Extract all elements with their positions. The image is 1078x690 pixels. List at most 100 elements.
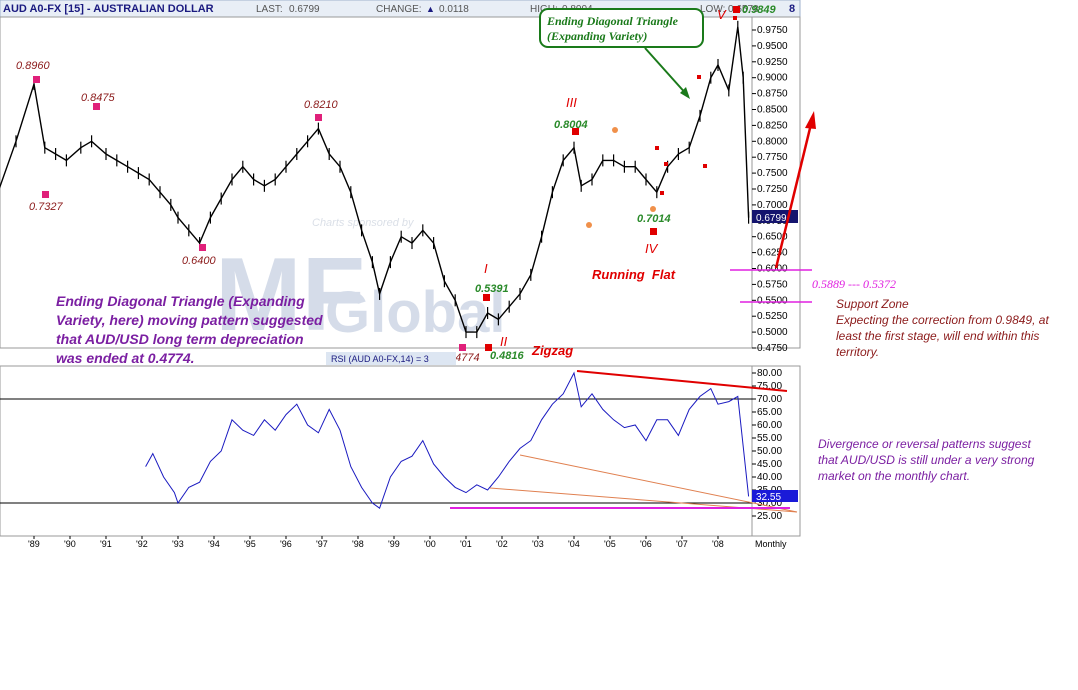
- rsi-ytick-label: 75.00: [757, 381, 782, 392]
- header-trailing: 8: [789, 3, 795, 15]
- support-zone-line3: least the first stage, will end within t…: [836, 329, 1039, 343]
- price-ytick-label: 0.7750: [757, 152, 788, 163]
- label-wave-IV: IV: [645, 241, 659, 256]
- rsi-series-line: [145, 371, 750, 509]
- x-tick-label: '05: [604, 539, 616, 549]
- marker-small-3: [664, 162, 668, 166]
- price-ytick-label: 0.4750: [757, 343, 788, 354]
- divergence-line1: Divergence or reversal patterns suggest: [818, 437, 1031, 451]
- marker-0.6400: [199, 244, 206, 251]
- price-ytick-label: 0.7500: [757, 168, 788, 179]
- header-last-value: 0.6799: [289, 4, 320, 15]
- marker-small-1: [655, 146, 659, 150]
- label-0.7327: 0.7327: [29, 201, 64, 213]
- support-zone-title: Support Zone: [836, 297, 909, 311]
- price-ytick-label: 0.9750: [757, 25, 788, 36]
- price-panel: [0, 16, 801, 349]
- x-tick-label: '91: [100, 539, 112, 549]
- label-0.9849: 0.9849: [742, 4, 777, 16]
- price-ytick-label: 0.5750: [757, 279, 788, 290]
- marker-0.4774: [459, 344, 466, 351]
- x-axis-ticks: '89 '90 '91 '92 '93 '94 '95 '96 '97 '98 '99 '00 '01 '…: [28, 536, 724, 549]
- x-tick-label: '03: [532, 539, 544, 549]
- marker-small-2: [660, 191, 664, 195]
- rsi-ytick-label: 50.00: [757, 446, 782, 457]
- orange-dot-2: [586, 222, 592, 228]
- price-ytick-label: 0.9000: [757, 73, 788, 84]
- rsi-ytick-label: 30.00: [757, 498, 782, 509]
- rsi-ytick-label: 80.00: [757, 368, 782, 379]
- ending-diagonal-line2: (Expanding Variety): [547, 29, 647, 43]
- header-change-value: 0.0118: [439, 4, 469, 15]
- label-wave-II: II: [500, 334, 508, 349]
- x-tick-label: '90: [64, 539, 76, 549]
- header-low-value: 0.6578: [728, 4, 759, 15]
- marker-0.8960: [33, 76, 40, 83]
- change-up-icon: ▲: [426, 4, 435, 14]
- label-0.6400: 0.6400: [182, 255, 217, 267]
- label-0.8004: 0.8004: [554, 119, 588, 131]
- rsi-last-label: 32.55: [756, 492, 781, 503]
- x-tick-label: '99: [388, 539, 400, 549]
- header-low-label: LOW:: [700, 4, 725, 15]
- rsi-label-box: [326, 352, 456, 365]
- support-zone-line4: territory.: [836, 345, 879, 359]
- price-ytick-label: 0.7250: [757, 184, 788, 195]
- rsi-ytick-label: 55.00: [757, 433, 782, 444]
- ending-diagonal-line1: Ending Diagonal Triangle: [546, 14, 679, 28]
- price-ytick-label: 0.6500: [757, 232, 788, 243]
- price-ytick-label: 0.9250: [757, 57, 788, 68]
- watermark-logo-mf: MF: [215, 237, 365, 353]
- price-ytick-label: 0.9500: [757, 41, 788, 52]
- marker-0.8475: [93, 103, 100, 110]
- mf-global-watermark: Charts sponsored by MF Global: [215, 217, 505, 353]
- rsi-y-ticks: 80.00 75.00 70.00 65.00 60.00 55.00 50.00 45.00…: [752, 368, 782, 522]
- left-note-line1: Ending Diagonal Triangle (Expanding: [56, 293, 305, 309]
- label-wave-V: V: [717, 7, 727, 22]
- marker-wave-V: [733, 6, 740, 13]
- marker-wave-I: [483, 294, 490, 301]
- label-0.8210: 0.8210: [304, 99, 339, 111]
- ending-diagonal-box: [539, 8, 704, 48]
- projection-arrowhead: [805, 111, 816, 129]
- orange-dot-1: [612, 127, 618, 133]
- header-last-label: LAST:: [256, 4, 283, 15]
- price-ytick-label: 0.8500: [757, 105, 788, 116]
- rsi-ytick-label: 40.00: [757, 472, 782, 483]
- label-0.5391: 0.5391: [475, 283, 509, 295]
- label-0.8960: 0.8960: [16, 60, 51, 72]
- x-tick-label: '98: [352, 539, 364, 549]
- x-tick-label: '93: [172, 539, 184, 549]
- marker-wave-III: [572, 128, 579, 135]
- rsi-ytick-label: 25.00: [757, 511, 782, 522]
- rsi-label: RSI (AUD A0-FX,14) = 3: [331, 354, 429, 364]
- x-tick-label: '95: [244, 539, 256, 549]
- label-0.4816: 0.4816: [490, 350, 525, 362]
- header-symbol: AUD A0-FX [15] - AUSTRALIAN DOLLAR: [3, 3, 214, 15]
- header-change-label: CHANGE:: [376, 4, 422, 15]
- divergence-line3: market on the monthly chart.: [818, 469, 970, 483]
- label-wave-III: III: [566, 95, 577, 110]
- x-tick-label: '02: [496, 539, 508, 549]
- support-zone-note: Support Zone Expecting the correction fr…: [836, 297, 1049, 359]
- label-running-flat: Running Flat: [592, 267, 676, 282]
- x-tick-label: '96: [280, 539, 292, 549]
- watermark-logo-global: Global: [325, 280, 505, 345]
- price-ytick-label: 0.8250: [757, 120, 788, 131]
- rsi-ytick-label: 65.00: [757, 407, 782, 418]
- price-ytick-label: 0.7000: [757, 200, 788, 211]
- marker-0.7327: [42, 191, 49, 198]
- orange-dot-3: [650, 206, 656, 212]
- x-tick-label: '06: [640, 539, 652, 549]
- projection-arrow: [774, 119, 814, 269]
- rsi-ytick-label: 70.00: [757, 394, 782, 405]
- marker-small-6: [733, 16, 737, 20]
- price-annotations: 0.8960 0.7327 0.8475 0.6400 0.8210 0.477…: [16, 4, 777, 364]
- price-bars: [15, 20, 750, 339]
- label-0.7014: 0.7014: [637, 213, 671, 225]
- rsi-resistance-trend: [576, 370, 788, 392]
- left-note-line2: Variety, here) moving pattern suggested: [56, 312, 323, 328]
- marker-wave-II: [485, 344, 492, 351]
- watermark-sponsor-text: Charts sponsored by: [312, 217, 415, 229]
